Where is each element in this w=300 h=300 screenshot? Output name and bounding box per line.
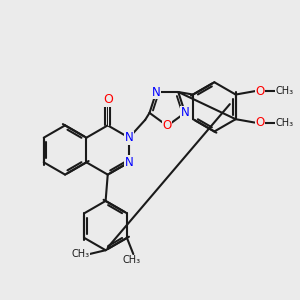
Text: O: O [103, 93, 113, 106]
Text: N: N [125, 156, 134, 169]
Text: CH₃: CH₃ [275, 118, 294, 128]
Text: N: N [152, 85, 161, 98]
Text: O: O [255, 116, 265, 129]
Text: CH₃: CH₃ [122, 255, 140, 266]
Text: O: O [255, 85, 265, 98]
Text: N: N [181, 106, 189, 119]
Text: CH₃: CH₃ [71, 250, 89, 260]
Text: N: N [125, 131, 134, 144]
Text: O: O [163, 119, 172, 132]
Text: CH₃: CH₃ [275, 86, 294, 96]
